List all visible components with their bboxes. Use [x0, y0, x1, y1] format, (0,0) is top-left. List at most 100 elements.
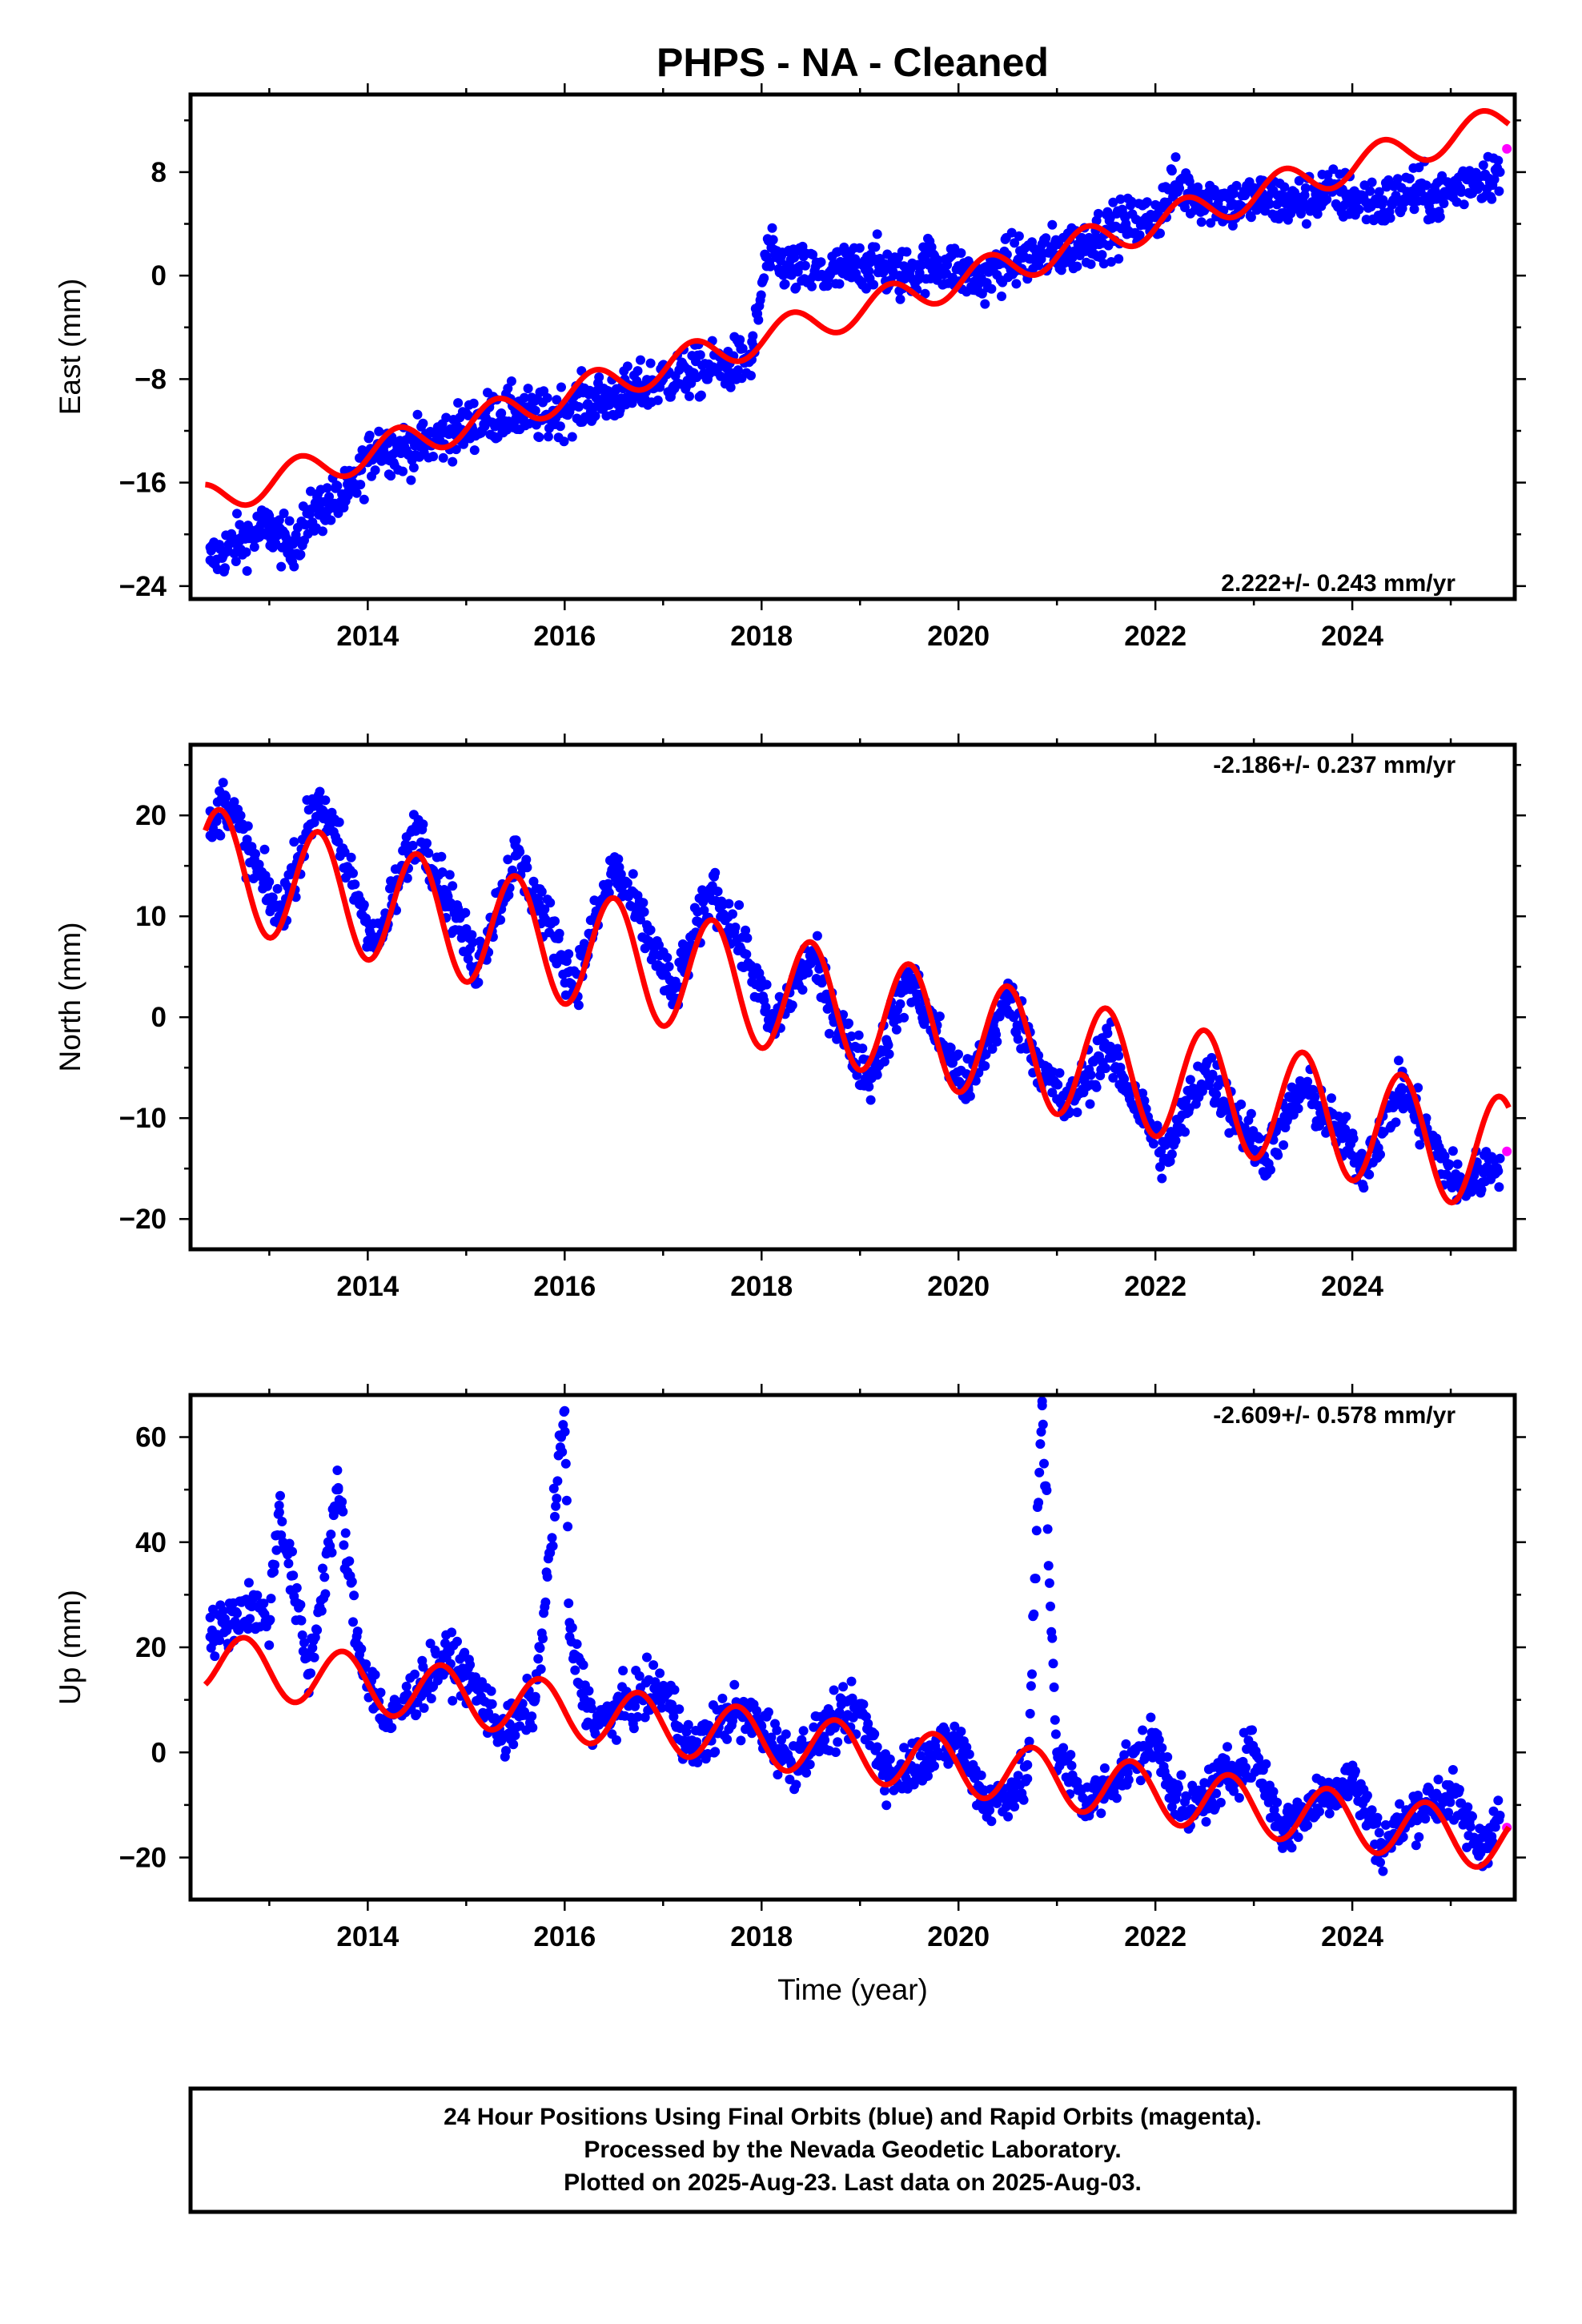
data-point	[264, 511, 275, 521]
data-point	[205, 1631, 215, 1642]
data-point	[642, 1652, 652, 1663]
data-point	[523, 384, 533, 394]
data-point	[1249, 1747, 1259, 1758]
x-tick-label: 2022	[1124, 1271, 1186, 1302]
data-point	[1322, 195, 1332, 205]
data-point	[844, 1018, 853, 1028]
data-point	[1174, 1783, 1183, 1793]
data-point	[370, 465, 380, 476]
data-point	[1091, 231, 1102, 242]
data-point	[1054, 1068, 1065, 1078]
data-point	[645, 358, 656, 368]
data-point	[780, 279, 790, 289]
data-point	[259, 844, 270, 854]
data-point	[241, 547, 251, 557]
data-point	[870, 242, 881, 252]
data-point	[986, 1816, 997, 1827]
data-point	[980, 1061, 990, 1071]
data-point	[1409, 204, 1419, 215]
data-point	[845, 264, 855, 275]
data-point	[1241, 1763, 1251, 1773]
data-point	[707, 881, 717, 891]
data-point	[954, 264, 964, 275]
data-point	[1066, 1750, 1076, 1760]
data-point	[232, 1608, 242, 1618]
data-point	[351, 488, 362, 498]
data-point	[538, 1634, 548, 1643]
data-point	[669, 1685, 680, 1695]
data-point	[447, 1627, 457, 1638]
data-point	[748, 331, 758, 341]
data-point	[530, 405, 540, 416]
data-point	[452, 911, 462, 922]
data-point	[1303, 1820, 1313, 1831]
data-point	[1022, 1759, 1033, 1770]
data-point	[1170, 152, 1181, 163]
data-point	[1099, 1763, 1110, 1773]
data-point	[448, 881, 458, 891]
data-point	[589, 1721, 600, 1731]
data-point	[1215, 1797, 1226, 1807]
north-rate-label: -2.186+/- 0.237 mm/yr	[1213, 752, 1456, 778]
data-point	[807, 281, 817, 292]
data-point	[289, 837, 299, 847]
data-point	[220, 563, 230, 573]
data-point	[555, 421, 565, 432]
data-point	[1072, 261, 1082, 271]
data-point	[1002, 992, 1013, 1002]
data-point	[463, 410, 473, 420]
data-point	[1246, 1108, 1256, 1119]
data-point	[632, 376, 642, 386]
data-point	[1494, 186, 1504, 196]
data-point	[1234, 1793, 1244, 1803]
data-point	[1391, 1117, 1401, 1128]
data-point	[722, 1734, 733, 1744]
data-point	[548, 1541, 558, 1551]
data-point	[444, 870, 455, 880]
data-point	[1299, 190, 1310, 200]
data-point	[1031, 1526, 1042, 1536]
data-point	[461, 1668, 472, 1679]
data-point	[846, 1676, 857, 1687]
data-point	[312, 1625, 323, 1635]
data-point	[1043, 1561, 1054, 1571]
data-point	[725, 382, 736, 392]
data-point	[418, 418, 428, 428]
data-point	[1180, 1811, 1191, 1820]
data-point	[1034, 1498, 1044, 1508]
data-point	[279, 509, 289, 518]
data-point	[1324, 1808, 1335, 1819]
data-point	[869, 279, 879, 290]
data-point	[426, 1694, 436, 1703]
x-tick-label: 2020	[927, 1921, 990, 1952]
data-point	[1272, 1797, 1283, 1807]
data-point	[1288, 199, 1299, 210]
data-point	[800, 260, 810, 271]
data-point	[954, 1737, 964, 1747]
data-point	[1459, 199, 1469, 210]
data-point	[406, 475, 416, 485]
data-point	[1027, 1669, 1037, 1679]
x-tick-label: 2018	[730, 1271, 793, 1302]
north-panel: 2014 2016 2018 2020 2022 2024 −20 −10 0 10 20 Nort…	[54, 734, 1526, 1302]
data-point	[527, 1711, 537, 1722]
data-point	[1493, 1166, 1504, 1176]
data-point	[243, 821, 253, 831]
data-point	[374, 426, 384, 436]
data-point	[326, 515, 336, 525]
east-plot-frame	[188, 92, 1517, 601]
data-point	[735, 335, 745, 345]
y-tick-label: −8	[135, 364, 167, 395]
data-point	[392, 445, 403, 456]
y-tick-label: 60	[135, 1422, 167, 1454]
up-panel: 2014 2016 2018 2020 2022 2024 −20 0 20 40 60 Up (m…	[54, 1384, 1526, 2006]
y-tick-label: 10	[135, 901, 167, 932]
data-point	[283, 1558, 294, 1569]
data-point	[1227, 220, 1238, 231]
east-panel: 2014 2016 2018 2020 2022 2024 −24 −16 −8 0 8 East …	[54, 83, 1526, 652]
data-point	[339, 1540, 349, 1550]
data-point	[1385, 213, 1395, 223]
data-point	[436, 851, 447, 862]
data-point	[1494, 1182, 1504, 1192]
data-point	[448, 1695, 458, 1706]
